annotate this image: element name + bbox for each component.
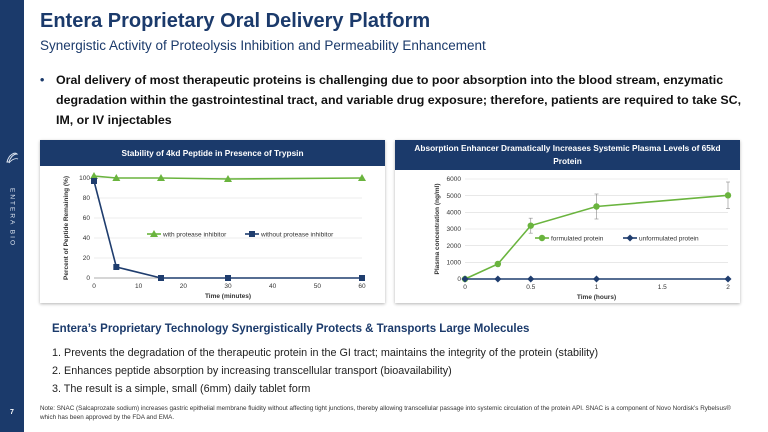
- legend-label: formulated protein: [551, 235, 604, 242]
- data-point: [359, 275, 365, 281]
- data-point: [224, 175, 232, 182]
- x-axis-title: Time (minutes): [205, 293, 251, 300]
- summary-item: 3. The result is a simple, small (6mm) d…: [52, 383, 311, 395]
- legend-label: with protease inhibitor: [162, 231, 227, 238]
- x-tick-label: 1.5: [658, 284, 667, 291]
- y-tick-label: 20: [83, 255, 91, 262]
- y-tick-label: 6000: [447, 176, 462, 183]
- summary-item: 2. Enhances peptide absorption by increa…: [52, 365, 452, 377]
- data-point: [90, 172, 98, 179]
- absorption-chart: 0 1000 2000 3000 4000 5000 6000 0 0.5 1 1.5 2 Time (…: [434, 176, 732, 301]
- legend-marker: [538, 234, 546, 242]
- intro-bullet: • Oral delivery of most therapeutic prot…: [40, 70, 760, 130]
- legend-marker: [249, 231, 255, 237]
- x-tick-label: 50: [314, 283, 322, 290]
- data-point: [158, 275, 164, 281]
- summary-title: Entera’s Proprietary Technology Synergis…: [52, 323, 530, 335]
- x-tick-label: 40: [269, 283, 277, 290]
- x-tick-label: 0.5: [526, 284, 535, 291]
- data-point: [593, 275, 600, 283]
- x-tick-label: 0: [92, 283, 96, 290]
- slide-title: Entera Proprietary Oral Delivery Platfor…: [40, 10, 431, 32]
- series-line: [93, 180, 362, 279]
- slide-subtitle: Synergistic Activity of Proteolysis Inhi…: [40, 38, 486, 53]
- y-tick-label: 40: [83, 235, 91, 242]
- x-tick-label: 1: [595, 284, 599, 291]
- y-axis-title: Percent of Peptide Remaining (%): [63, 176, 70, 280]
- sidebar: ENTERA BIO 7: [0, 0, 24, 432]
- x-tick-label: 30: [224, 283, 232, 290]
- x-tick-label: 60: [358, 283, 366, 290]
- footnote: Note: SNAC (Salcaprozate sodium) increas…: [40, 405, 731, 421]
- y-tick-label: 2000: [447, 243, 462, 250]
- stability-chart-header: Stability of 4kd Peptide in Presence of …: [40, 140, 385, 166]
- data-point: [724, 275, 732, 283]
- y-tick-label: 100: [79, 175, 90, 182]
- data-point: [225, 275, 231, 281]
- data-point: [724, 192, 732, 199]
- entera-logo-icon: [6, 152, 19, 164]
- legend-label: unformulated protein: [639, 235, 699, 242]
- y-tick-label: 0: [457, 276, 461, 283]
- y-tick-label: 1000: [447, 260, 462, 267]
- data-point: [91, 178, 97, 184]
- data-point: [527, 275, 535, 283]
- legend-label: without protease inhibitor: [260, 231, 334, 238]
- data-point: [113, 264, 120, 270]
- data-point: [527, 222, 534, 229]
- data-point: [593, 203, 600, 210]
- data-point: [358, 174, 366, 181]
- y-tick-label: 80: [83, 195, 91, 202]
- y-tick-label: 60: [83, 215, 91, 222]
- y-axis-title: Plasma concentration (ng/ml): [434, 183, 441, 274]
- legend-marker: [626, 234, 634, 242]
- data-point: [112, 174, 121, 181]
- brand-text: ENTERA BIO: [8, 188, 16, 248]
- y-tick-label: 5000: [447, 193, 462, 200]
- stability-chart: 0 20 40 60 80 100 0 10 20 30 40 50 60 Time (minutes) P…: [63, 172, 366, 300]
- x-tick-label: 0: [463, 284, 467, 291]
- bullet-marker: •: [40, 73, 45, 87]
- stability-chart-panel: Stability of 4kd Peptide in Presence of …: [40, 140, 385, 303]
- page-number: 7: [10, 409, 14, 416]
- y-tick-label: 4000: [447, 210, 462, 217]
- y-tick-label: 3000: [447, 226, 462, 233]
- x-tick-label: 2: [726, 284, 730, 291]
- y-tick-label: 0: [86, 275, 90, 282]
- legend-marker: [150, 230, 158, 237]
- x-tick-label: 20: [180, 283, 188, 290]
- summary-item: 1. Prevents the degradation of the thera…: [52, 347, 599, 359]
- absorption-chart-panel: Absorption Enhancer Dramatically Increas…: [395, 140, 740, 303]
- data-point: [494, 260, 502, 268]
- data-point: [157, 174, 165, 181]
- x-axis-title: Time (hours): [577, 294, 616, 301]
- x-tick-label: 10: [135, 283, 143, 290]
- data-point: [461, 275, 469, 283]
- absorption-chart-header: Absorption Enhancer Dramatically Increas…: [395, 140, 740, 170]
- bullet-text: Oral delivery of most therapeutic protei…: [56, 73, 742, 127]
- data-point: [494, 275, 502, 283]
